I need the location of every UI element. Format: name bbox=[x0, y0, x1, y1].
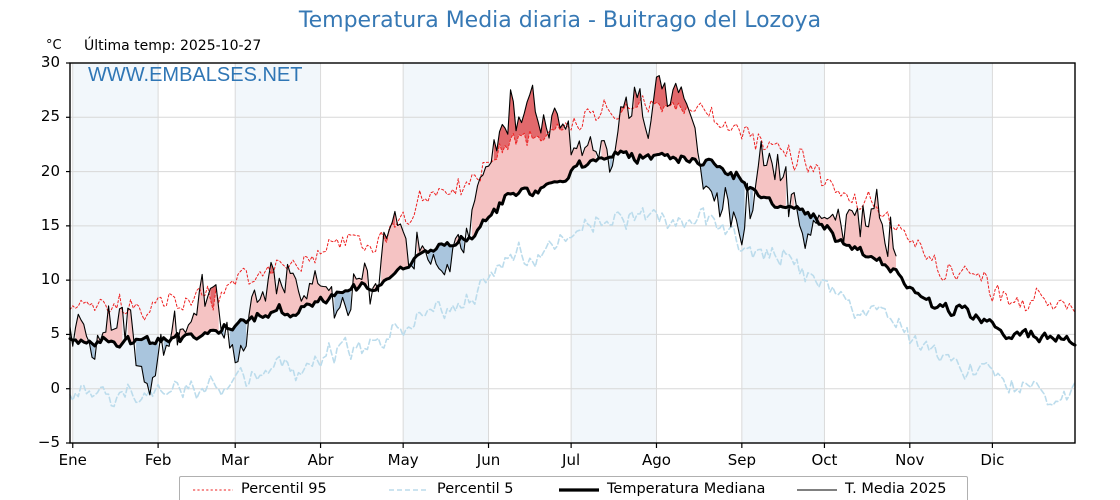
last-temp-subtitle: Última temp: 2025-10-27 bbox=[84, 38, 262, 54]
x-tick-label-dic: Dic bbox=[980, 451, 1005, 469]
legend-swatch-icon bbox=[388, 482, 430, 496]
legend-label: Percentil 95 bbox=[241, 481, 327, 497]
y-tick-label: −5 bbox=[37, 433, 60, 451]
x-tick-label-abr: Abr bbox=[307, 451, 334, 469]
legend-swatch-icon bbox=[558, 482, 600, 496]
legend-item-1[interactable]: Percentil 5 bbox=[376, 477, 546, 500]
legend-swatch-icon bbox=[796, 482, 838, 496]
x-tick-label-oct: Oct bbox=[811, 451, 838, 469]
y-tick-label: 30 bbox=[40, 53, 60, 71]
y-tick-label: 15 bbox=[40, 215, 60, 234]
axis-ticks bbox=[66, 62, 993, 448]
y-tick-label: 0 bbox=[50, 378, 60, 397]
y-tick-label: 20 bbox=[40, 161, 60, 180]
x-tick-label-jul: Jul bbox=[562, 451, 581, 469]
y-tick-label: 5 bbox=[50, 324, 60, 343]
legend-swatch-icon bbox=[192, 482, 234, 496]
x-tick-label-jun: Jun bbox=[476, 451, 501, 469]
y-tick-label: 25 bbox=[40, 107, 60, 126]
legend-label: T. Media 2025 bbox=[845, 481, 947, 497]
x-tick-label-ene: Ene bbox=[58, 451, 87, 469]
x-tick-label-sep: Sep bbox=[727, 451, 756, 469]
x-tick-label-may: May bbox=[387, 451, 419, 469]
y-axis-unit-label: °C bbox=[46, 38, 62, 53]
gridlines bbox=[70, 62, 1075, 444]
chart-legend[interactable]: Percentil 95 Percentil 5 Temperatura Media… bbox=[179, 476, 968, 500]
month-bands bbox=[70, 63, 1075, 443]
y-tick-label: 10 bbox=[40, 270, 60, 289]
axes-frame bbox=[69, 62, 1076, 444]
legend-label: Temperatura Mediana bbox=[607, 481, 766, 497]
legend-item-3[interactable]: T. Media 2025 bbox=[784, 477, 959, 500]
legend-item-0[interactable]: Percentil 95 bbox=[180, 477, 376, 500]
watermark-label: WWW.EMBALSES.NET bbox=[88, 64, 303, 86]
page-title: Temperatura Media diaria - Buitrago del … bbox=[298, 8, 822, 33]
x-tick-label-ago: Ago bbox=[641, 451, 671, 469]
series-lines bbox=[68, 75, 1077, 408]
legend-label: Percentil 5 bbox=[437, 481, 514, 497]
x-tick-label-mar: Mar bbox=[221, 451, 250, 469]
legend-item-2[interactable]: Temperatura Mediana bbox=[546, 477, 784, 500]
x-tick-label-nov: Nov bbox=[895, 451, 925, 469]
x-tick-label-feb: Feb bbox=[144, 451, 172, 469]
